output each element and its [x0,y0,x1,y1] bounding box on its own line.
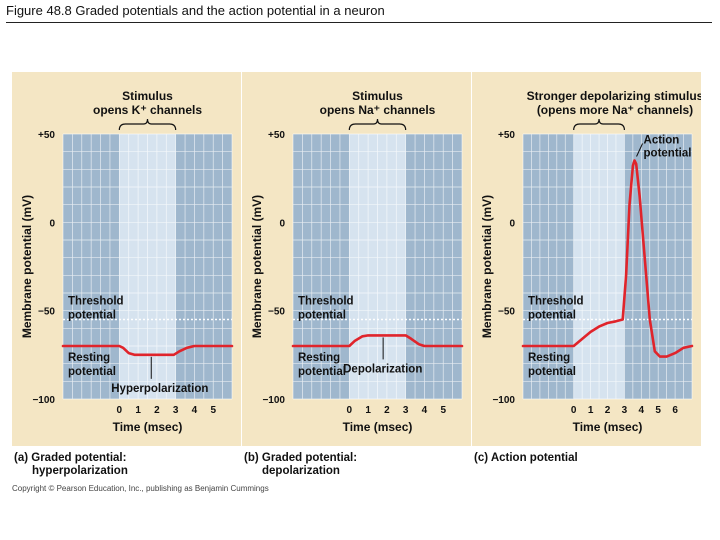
x-tick-label: 3 [622,405,628,416]
title-divider [6,22,712,23]
caption-a: (a) Graded potential: hyperpolarization [14,452,128,478]
x-axis-title: Time (msec) [343,420,413,434]
membrane-potential-trace [61,344,234,357]
resting-label-line2: potential [68,366,116,378]
x-tick-label: 0 [571,405,577,416]
y-axis-title: Membrane potential (mV) [480,195,494,338]
stimulus-brace [573,118,625,131]
caption-b-line2: depolarization [262,465,340,477]
x-tick-label: 3 [173,405,179,416]
x-tick-label: 2 [384,405,390,416]
membrane-potential-trace [291,334,464,348]
grid-lines [522,133,693,400]
y-axis-title: Membrane potential (mV) [250,195,264,338]
chart-depolarization: +50 0 −50 −100 0 1 2 3 4 5 Time (msec) Membrane pot… [250,89,464,434]
y-tick-label: −50 [268,307,285,318]
x-tick-label: 5 [210,405,216,416]
caption-a-line2: hyperpolarization [32,465,128,477]
copyright-notice: Copyright © Pearson Education, Inc., pub… [12,484,269,493]
caption-c: (c) Action potential [474,452,578,465]
x-tick-label: 5 [655,405,661,416]
x-tick-label: 0 [347,405,353,416]
stimulus-label-line1: Stronger depolarizing stimulus [527,89,701,103]
slide-title: Figure 48.8 Graded potentials and the ac… [6,3,385,18]
stimulus-label-line2: opens K⁺ channels [93,103,202,117]
resting-label-line1: Resting [68,352,110,364]
stimulus-label-line2: opens Na⁺ channels [320,103,436,117]
x-tick-label: 3 [403,405,409,416]
resting-label-line2: potential [528,366,576,378]
threshold-label-line2: potential [528,310,576,322]
resting-label-line1: Resting [298,352,340,364]
caption-c-line1: (c) Action potential [474,452,578,464]
stimulus-brace [118,118,177,131]
stimulus-brace [348,118,407,131]
y-tick-label: 0 [279,218,285,229]
event-label: Hyperpolarization [111,383,208,395]
chart-hyperpolarization: +50 0 −50 −100 0 1 2 3 4 5 Time (msec) Membrane pot… [20,89,234,434]
y-tick-label: −100 [492,395,515,406]
y-axis-title: Membrane potential (mV) [20,195,34,338]
x-tick-label: 1 [365,405,371,416]
membrane-potential-trace [521,159,694,358]
grid-lines [292,133,463,400]
y-tick-label: −100 [32,395,55,406]
stimulus-label-line1: Stimulus [122,89,173,103]
stimulus-label-line1: Stimulus [352,89,403,103]
x-tick-label: 4 [639,405,645,416]
threshold-label-line1: Threshold [298,296,354,308]
x-tick-label: 0 [117,405,123,416]
y-tick-label: +50 [38,130,55,141]
peak-label-line2: potential [644,148,692,160]
threshold-label-line1: Threshold [528,296,584,308]
threshold-label-line1: Threshold [68,296,124,308]
y-tick-label: −50 [38,307,55,318]
x-tick-label: 2 [605,405,611,416]
y-tick-label: −100 [262,395,285,406]
stimulus-label-line2: (opens more Na⁺ channels) [537,103,693,117]
event-label: Depolarization [343,363,422,375]
x-tick-label: 1 [588,405,594,416]
x-axis-title: Time (msec) [113,420,183,434]
y-tick-label: +50 [498,130,515,141]
x-tick-label: 1 [135,405,141,416]
y-tick-label: 0 [49,218,55,229]
x-tick-label: 5 [440,405,446,416]
x-tick-label: 6 [672,405,678,416]
threshold-label-line2: potential [68,310,116,322]
x-axis-title: Time (msec) [573,420,643,434]
threshold-label-line2: potential [298,310,346,322]
x-tick-label: 2 [154,405,160,416]
caption-a-line1: (a) Graded potential: [14,452,127,464]
y-tick-label: +50 [268,130,285,141]
x-tick-label: 4 [422,405,428,416]
y-tick-label: −50 [498,307,515,318]
x-tick-label: 4 [192,405,198,416]
peak-label-line1: Action [644,135,680,147]
y-tick-label: 0 [509,218,515,229]
caption-b: (b) Graded potential: depolarization [244,452,357,478]
resting-label-line1: Resting [528,352,570,364]
peak-leader-line [636,143,643,157]
resting-label-line2: potential [298,366,346,378]
caption-b-line1: (b) Graded potential: [244,452,358,464]
